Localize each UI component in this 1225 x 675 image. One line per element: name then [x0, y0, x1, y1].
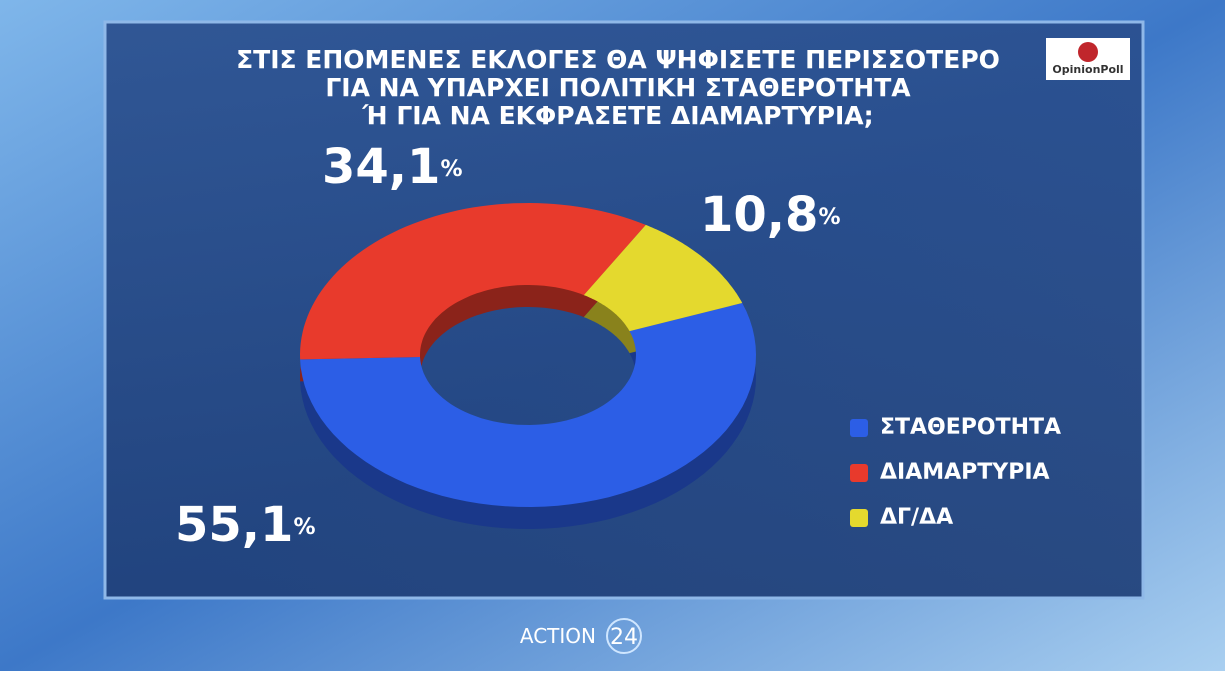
value-label: 10,8% [700, 187, 840, 243]
donut-segment [300, 303, 756, 507]
donut-segment [583, 224, 743, 332]
title-line: ΓΙΑ ΝΑ ΥΠΑΡΧΕΙ ΠΟΛΙΤΙΚΗ ΣΤΑΘΕΡΟΤΗΤΑ [325, 73, 911, 102]
pollster-name: OpinionPoll [1052, 63, 1123, 76]
channel-number: 24 [610, 625, 638, 650]
legend-swatch [850, 419, 868, 437]
pollster-icon [1078, 42, 1098, 62]
donut-segment [300, 203, 646, 360]
title: ΣΤΙΣ ΕΠΟΜΕΝΕΣ ΕΚΛΟΓΕΣ ΘΑ ΨΗΦΙΣΕΤΕ ΠΕΡΙΣΣ… [236, 45, 1000, 130]
legend-swatch [850, 509, 868, 527]
value-label: 55,1% [175, 497, 315, 553]
value-label: 34,1% [322, 139, 462, 195]
legend-label: ΣΤΑΘΕΡΟΤΗΤΑ [880, 415, 1061, 440]
title-line: ΣΤΙΣ ΕΠΟΜΕΝΕΣ ΕΚΛΟΓΕΣ ΘΑ ΨΗΦΙΣΕΤΕ ΠΕΡΙΣΣ… [236, 45, 1000, 74]
legend-swatch [850, 464, 868, 482]
legend-label: ΔΓ/ΔΑ [880, 505, 953, 530]
channel-ring [606, 618, 642, 654]
title-line: Ή ΓΙΑ ΝΑ ΕΚΦΡΑΣΕΤΕ ΔΙΑΜΑΡΤΥΡΙΑ; [361, 101, 873, 130]
legend-label: ΔΙΑΜΑΡΤΥΡΙΑ [880, 460, 1050, 485]
channel-name: ACTION [520, 624, 596, 648]
